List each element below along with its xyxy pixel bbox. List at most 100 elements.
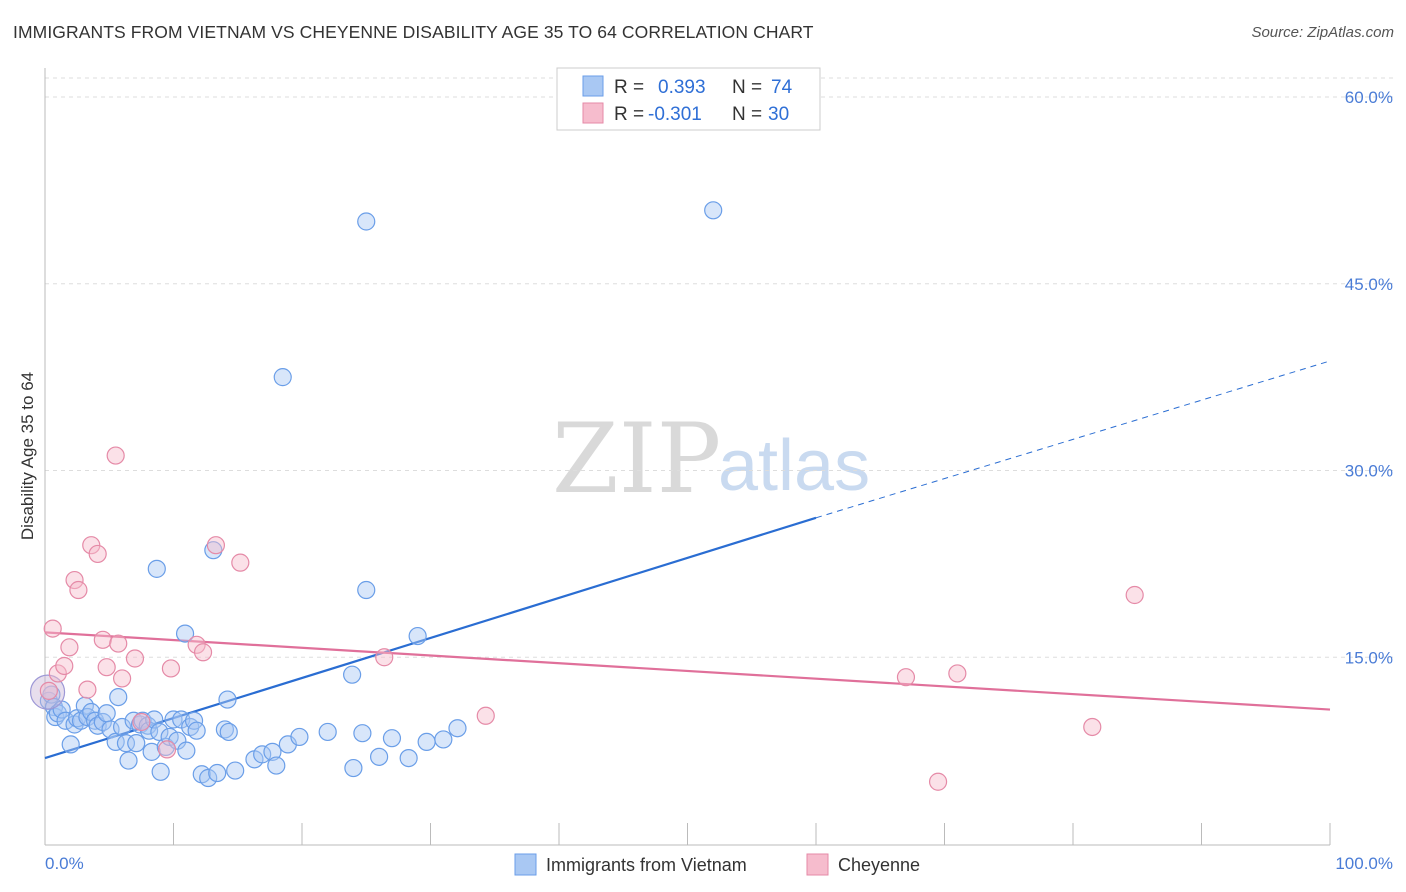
trend-line-extension-immigrants-from-vietnam <box>815 360 1331 519</box>
cheyenne-point <box>88 544 107 564</box>
cheyenne-point <box>93 630 112 649</box>
vietnam-point <box>267 756 286 775</box>
cheyenne-point <box>1125 585 1144 605</box>
stats-blue-r-label: R = <box>614 77 644 98</box>
cheyenne-point <box>97 658 116 677</box>
vietnam-point <box>218 690 237 709</box>
vietnam-point <box>133 711 152 730</box>
vietnam-point <box>187 721 206 740</box>
vietnam-point <box>93 712 112 732</box>
vietnam-point <box>219 722 238 742</box>
stats-pink-swatch <box>582 102 604 124</box>
stats-blue-swatch <box>582 75 604 97</box>
vietnam-point <box>208 763 227 783</box>
cheyenne-point <box>125 649 145 668</box>
chart-title: IMMIGRANTS FROM VIETNAM VS CHEYENNE DISA… <box>13 22 814 42</box>
cheyenne-point <box>1083 717 1102 737</box>
vietnam-point <box>357 580 376 600</box>
legend: Immigrants from Vietnam Cheyenne <box>514 853 920 876</box>
y-tick-label: 15.0% <box>1345 648 1393 667</box>
trend-line-immigrants-from-vietnam <box>44 516 817 760</box>
cheyenne-point <box>60 638 79 657</box>
vietnam-point <box>417 732 436 752</box>
stats-box: R = 0.393 N = 74 R = -0.301 N = 30 <box>556 67 821 131</box>
x-tick-label-max: 100.0% <box>1335 854 1393 873</box>
vietnam-point <box>61 735 80 754</box>
y-tick-labels: 15.0% 30.0% 45.0% 60.0% <box>1345 88 1393 667</box>
vietnam-point <box>204 541 223 560</box>
vietnam-point <box>399 748 418 768</box>
cheyenne-point <box>476 706 495 725</box>
vietnam-point <box>199 768 218 788</box>
y-axis-title: Disability Age 35 to 64 <box>18 372 37 540</box>
watermark-atlas: atlas <box>718 426 870 506</box>
vietnam-point <box>147 559 166 578</box>
cheyenne-point <box>896 668 916 687</box>
stats-blue-n-value: 74 <box>771 77 793 98</box>
vietnam-point <box>127 734 146 753</box>
vietnam-point <box>119 751 138 770</box>
grid <box>45 77 1393 658</box>
vietnam-point <box>177 741 196 760</box>
stats-blue-r-value: 0.393 <box>658 77 706 98</box>
cheyenne-point <box>187 635 206 654</box>
cheyenne-point <box>106 446 125 465</box>
legend-pink-label: Cheyenne <box>838 855 920 875</box>
vietnam-point <box>382 729 402 748</box>
y-tick-label: 45.0% <box>1345 275 1393 294</box>
series-immigrants-from-vietnam <box>29 201 723 788</box>
legend-pink-swatch <box>806 853 829 876</box>
cheyenne-point <box>43 619 62 638</box>
vietnam-point <box>343 665 362 684</box>
cheyenne-point <box>132 712 151 732</box>
cheyenne-point <box>375 648 394 667</box>
legend-blue-swatch <box>514 853 537 876</box>
vietnam-point <box>263 742 282 761</box>
stats-pink-r-label: R = <box>614 104 644 125</box>
vietnam-point <box>142 742 161 761</box>
cheyenne-point <box>78 680 97 699</box>
cheyenne-point <box>161 659 181 678</box>
stats-pink-r-value: -0.301 <box>648 104 702 125</box>
cheyenne-point <box>65 570 84 590</box>
vietnam-point <box>151 762 170 781</box>
cheyenne-point <box>39 681 58 700</box>
axes <box>44 68 1331 846</box>
cluster-point <box>29 674 66 710</box>
vietnam-point <box>370 747 389 766</box>
cheyenne-point <box>112 669 132 688</box>
vietnam-point <box>408 626 427 646</box>
trend-lines <box>44 360 1331 760</box>
vietnam-point <box>318 722 337 742</box>
vietnam-point <box>273 368 292 387</box>
vietnam-point <box>164 710 183 729</box>
stats-blue-n-label: N = <box>732 77 762 98</box>
cheyenne-point <box>928 772 948 791</box>
vietnam-point <box>448 719 467 738</box>
watermark: ZIP atlas <box>552 403 870 515</box>
watermark-zip: ZIP <box>552 403 721 515</box>
vietnam-point <box>116 734 136 753</box>
cheyenne-point <box>48 664 67 683</box>
cheyenne-point <box>109 634 128 653</box>
vietnam-point <box>434 730 453 749</box>
cheyenne-point <box>206 536 226 555</box>
trend-line-cheyenne <box>44 631 1331 711</box>
source-label: Source: ZipAtlas.com <box>1251 24 1394 41</box>
vietnam-point <box>353 724 372 743</box>
stats-pink-n-value: 30 <box>768 104 789 125</box>
cheyenne-point <box>157 740 177 759</box>
cheyenne-point <box>231 553 250 572</box>
y-tick-label: 30.0% <box>1345 462 1393 481</box>
cheyenne-point <box>55 656 74 676</box>
vietnam-point <box>290 727 309 747</box>
legend-blue-label: Immigrants from Vietnam <box>546 855 747 875</box>
vietnam-point <box>175 624 195 643</box>
stats-pink-n-label: N = <box>732 104 762 125</box>
vietnam-point <box>109 687 128 707</box>
vietnam-point <box>56 711 75 730</box>
series-cheyenne <box>39 446 1144 791</box>
x-tick-label-min: 0.0% <box>45 854 84 873</box>
vietnam-point <box>357 212 376 231</box>
